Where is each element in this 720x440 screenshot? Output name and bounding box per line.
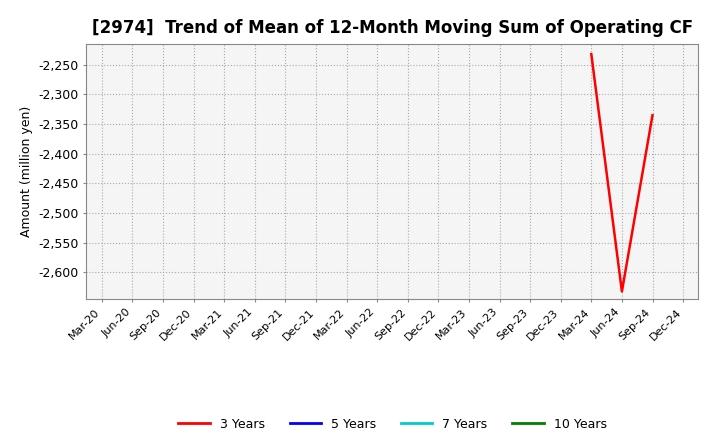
Y-axis label: Amount (million yen): Amount (million yen)	[20, 106, 33, 237]
Title: [2974]  Trend of Mean of 12-Month Moving Sum of Operating CF: [2974] Trend of Mean of 12-Month Moving …	[92, 19, 693, 37]
Legend: 3 Years, 5 Years, 7 Years, 10 Years: 3 Years, 5 Years, 7 Years, 10 Years	[174, 413, 611, 436]
